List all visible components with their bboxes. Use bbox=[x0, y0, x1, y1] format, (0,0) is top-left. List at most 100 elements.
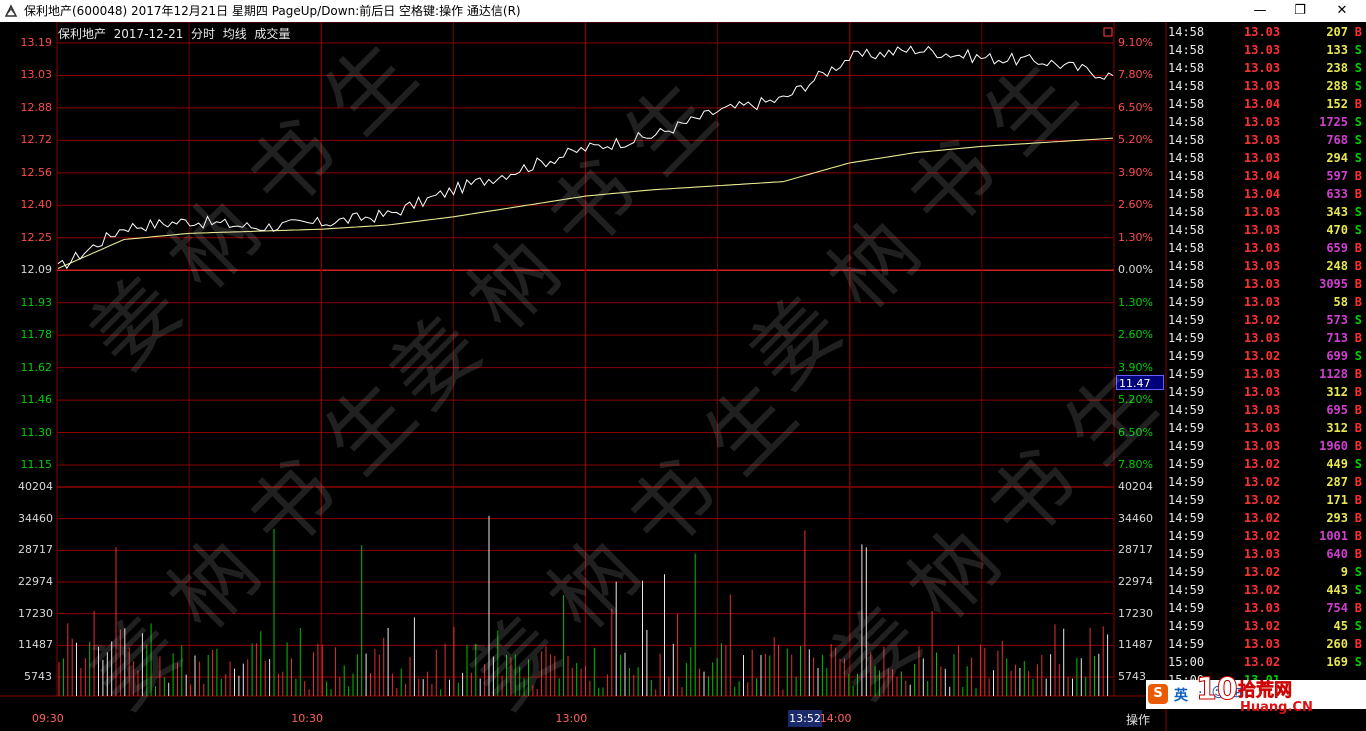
tick-time: 14:59 bbox=[1168, 421, 1205, 435]
tick-price: 13.03 bbox=[1244, 223, 1281, 237]
tick-row[interactable]: 14:59 13.02 573 S bbox=[1168, 311, 1364, 329]
tick-price: 13.04 bbox=[1244, 169, 1281, 183]
tick-row[interactable]: 14:58 13.04 633 B bbox=[1168, 185, 1364, 203]
tick-row[interactable]: 14:59 13.02 1001 B bbox=[1168, 527, 1364, 545]
tick-time: 14:58 bbox=[1168, 223, 1205, 237]
tick-side: B bbox=[1354, 547, 1362, 561]
tick-side: B bbox=[1354, 367, 1362, 381]
tick-time: 14:58 bbox=[1168, 187, 1205, 201]
tick-price: 13.03 bbox=[1244, 25, 1281, 39]
tick-row[interactable]: 14:59 13.02 45 S bbox=[1168, 617, 1364, 635]
tick-side: S bbox=[1354, 43, 1362, 57]
tick-volume: 754 bbox=[1326, 601, 1348, 615]
tick-price: 13.03 bbox=[1244, 61, 1281, 75]
tick-price: 13.02 bbox=[1244, 655, 1281, 669]
tick-row[interactable]: 14:59 13.03 1960 B bbox=[1168, 437, 1364, 455]
tick-volume: 238 bbox=[1326, 61, 1348, 75]
tick-volume: 633 bbox=[1326, 187, 1348, 201]
tick-volume: 294 bbox=[1326, 151, 1348, 165]
tick-row[interactable]: 15:00 13.02 169 S bbox=[1168, 653, 1364, 671]
tick-row[interactable]: 14:59 13.02 293 B bbox=[1168, 509, 1364, 527]
tick-time: 14:58 bbox=[1168, 133, 1205, 147]
tick-volume: 312 bbox=[1326, 385, 1348, 399]
tick-time: 14:58 bbox=[1168, 169, 1205, 183]
tick-volume: 343 bbox=[1326, 205, 1348, 219]
tick-volume: 288 bbox=[1326, 79, 1348, 93]
tick-volume: 443 bbox=[1326, 583, 1348, 597]
tick-time: 14:59 bbox=[1168, 529, 1205, 543]
average-price-line bbox=[57, 137, 1114, 270]
tick-row[interactable]: 14:59 13.03 640 B bbox=[1168, 545, 1364, 563]
ime-logo-icon[interactable]: S bbox=[1148, 684, 1168, 704]
tick-time: 14:58 bbox=[1168, 205, 1205, 219]
tick-row[interactable]: 14:58 13.03 133 S bbox=[1168, 41, 1364, 59]
minimize-button[interactable]: — bbox=[1253, 3, 1267, 18]
tick-volume: 45 bbox=[1333, 619, 1348, 633]
tick-row[interactable]: 14:58 13.03 1725 S bbox=[1168, 113, 1364, 131]
tick-row[interactable]: 14:58 13.03 470 S bbox=[1168, 221, 1364, 239]
tick-volume: 152 bbox=[1326, 97, 1348, 111]
tick-row[interactable]: 14:58 13.03 3095 B bbox=[1168, 275, 1364, 293]
tick-row[interactable]: 14:58 13.03 768 S bbox=[1168, 131, 1364, 149]
tick-side: S bbox=[1354, 313, 1362, 327]
tick-row[interactable]: 14:59 13.03 58 B bbox=[1168, 293, 1364, 311]
tick-side: B bbox=[1354, 439, 1362, 453]
tick-time: 14:59 bbox=[1168, 313, 1205, 327]
tick-price: 13.02 bbox=[1244, 457, 1281, 471]
intraday-chart[interactable] bbox=[0, 22, 1366, 731]
tick-row[interactable]: 14:59 13.03 312 B bbox=[1168, 419, 1364, 437]
tick-price: 13.03 bbox=[1244, 205, 1281, 219]
tick-price: 13.02 bbox=[1244, 583, 1281, 597]
tick-row[interactable]: 14:58 13.03 207 B bbox=[1168, 23, 1364, 41]
ime-tools[interactable]: ·, ☺ ⊞ bbox=[1198, 685, 1243, 701]
tick-side: S bbox=[1354, 133, 1362, 147]
tick-row[interactable]: 14:58 13.04 152 B bbox=[1168, 95, 1364, 113]
tick-row[interactable]: 14:59 13.03 695 B bbox=[1168, 401, 1364, 419]
tick-row[interactable]: 14:59 13.03 260 B bbox=[1168, 635, 1364, 653]
tick-volume: 287 bbox=[1326, 475, 1348, 489]
tick-row[interactable]: 14:59 13.03 713 B bbox=[1168, 329, 1364, 347]
tick-time: 14:58 bbox=[1168, 79, 1205, 93]
tick-row[interactable]: 14:59 13.03 754 B bbox=[1168, 599, 1364, 617]
tick-row[interactable]: 14:59 13.02 171 B bbox=[1168, 491, 1364, 509]
tick-price: 13.02 bbox=[1244, 313, 1281, 327]
tick-price: 13.02 bbox=[1244, 511, 1281, 525]
tick-price: 13.04 bbox=[1244, 97, 1281, 111]
tick-side: B bbox=[1354, 25, 1362, 39]
tick-time: 14:58 bbox=[1168, 259, 1205, 273]
tick-row[interactable]: 14:58 13.03 238 S bbox=[1168, 59, 1364, 77]
tick-side: B bbox=[1354, 169, 1362, 183]
tick-row[interactable]: 14:59 13.02 443 S bbox=[1168, 581, 1364, 599]
tick-row[interactable]: 14:58 13.04 597 B bbox=[1168, 167, 1364, 185]
tick-row[interactable]: 14:58 13.03 248 B bbox=[1168, 257, 1364, 275]
tick-row[interactable]: 14:59 13.02 287 B bbox=[1168, 473, 1364, 491]
tick-row[interactable]: 14:58 13.03 659 B bbox=[1168, 239, 1364, 257]
tick-price: 13.03 bbox=[1244, 295, 1281, 309]
ime-toolbar[interactable]: S 英 ·, ☺ ⊞ bbox=[1146, 680, 1366, 709]
tick-row[interactable]: 14:58 13.03 294 S bbox=[1168, 149, 1364, 167]
close-button[interactable]: ✕ bbox=[1336, 3, 1348, 18]
tick-volume: 1960 bbox=[1319, 439, 1348, 453]
tick-row[interactable]: 14:58 13.03 343 S bbox=[1168, 203, 1364, 221]
site-logo-number: 10 bbox=[1196, 672, 1239, 708]
tick-price: 13.03 bbox=[1244, 421, 1281, 435]
tick-volume: 597 bbox=[1326, 169, 1348, 183]
window-titlebar: 保利地产(600048) 2017年12月21日 星期四 PageUp/Down… bbox=[0, 0, 1366, 22]
app-icon bbox=[4, 4, 18, 17]
tick-side: B bbox=[1354, 385, 1362, 399]
tick-row[interactable]: 14:59 13.02 449 S bbox=[1168, 455, 1364, 473]
window-title: 保利地产(600048) 2017年12月21日 星期四 PageUp/Down… bbox=[24, 4, 521, 18]
tick-row[interactable]: 14:59 13.03 1128 B bbox=[1168, 365, 1364, 383]
restore-button[interactable]: ❐ bbox=[1294, 3, 1306, 18]
tick-row[interactable]: 14:59 13.02 699 S bbox=[1168, 347, 1364, 365]
tick-row[interactable]: 14:59 13.03 312 B bbox=[1168, 383, 1364, 401]
ime-language[interactable]: 英 bbox=[1174, 688, 1188, 704]
tick-row[interactable]: 14:58 13.03 288 S bbox=[1168, 77, 1364, 95]
tick-side: S bbox=[1354, 655, 1362, 669]
tick-price: 13.03 bbox=[1244, 385, 1281, 399]
tick-row[interactable]: 14:59 13.02 9 S bbox=[1168, 563, 1364, 581]
tick-side: B bbox=[1354, 187, 1362, 201]
tick-side: S bbox=[1354, 457, 1362, 471]
tick-volume: 659 bbox=[1326, 241, 1348, 255]
tick-price: 13.02 bbox=[1244, 349, 1281, 363]
